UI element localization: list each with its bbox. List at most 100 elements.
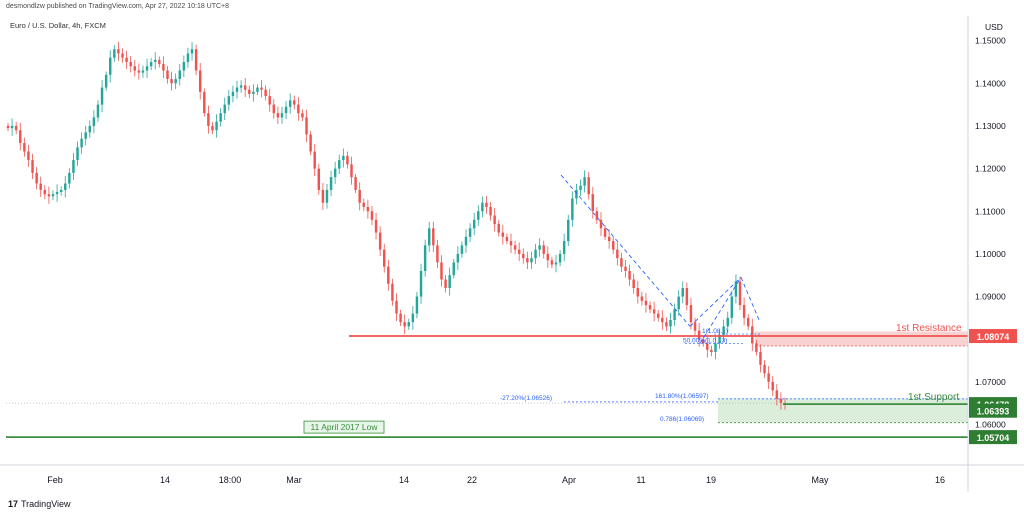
candle-body (313, 151, 316, 169)
candle-body (133, 66, 137, 71)
fib-label-1: 1(1.08...) (702, 328, 728, 335)
candle-body (76, 147, 79, 161)
candle-body (522, 253, 525, 259)
april-low-price-badge-bg (969, 430, 1017, 445)
candle-body (125, 57, 128, 62)
y-tick-label: 1.09000 (975, 292, 1006, 302)
candle-body (513, 245, 517, 250)
candle-body (763, 364, 766, 374)
x-tick-label: Mar (286, 475, 302, 485)
candle-body (342, 155, 345, 161)
candle-body (493, 215, 496, 225)
candle-body (346, 155, 349, 165)
candle-body (444, 279, 447, 289)
candle-body (640, 296, 644, 301)
candle-body (190, 49, 194, 54)
support2-price-badge: 1.06393 (977, 407, 1010, 417)
candle-body (587, 177, 590, 195)
candle-body (59, 189, 63, 193)
fib-label-0786: 0.786(1.06069) (660, 416, 704, 423)
x-tick-label: 11 (636, 475, 645, 485)
candle-body (468, 228, 472, 237)
candle-body (591, 194, 595, 212)
y-tick-label: 1.12000 (975, 164, 1006, 174)
candle-body (215, 121, 218, 131)
candle-body (121, 53, 124, 58)
candle-body (178, 70, 181, 80)
april-low-label: 11 April 2017 Low (311, 422, 379, 432)
candle-body (403, 322, 406, 327)
fib-label-161: 161.80%(1.06597) (655, 393, 709, 400)
candle-body (137, 70, 141, 73)
support2-price-badge-bg (969, 403, 1017, 418)
candle-body (194, 49, 198, 71)
candle-body (673, 309, 676, 320)
tradingview-mark-icon: 17 (8, 499, 19, 509)
x-tick-label: 16 (935, 475, 945, 485)
candle-body (100, 87, 104, 105)
pattern-leg-rise (699, 277, 742, 344)
candle-body (775, 390, 779, 399)
candle-body (374, 219, 378, 233)
x-tick-label: 19 (706, 475, 716, 485)
candle-body (669, 320, 672, 327)
candle-body (68, 172, 71, 184)
candle-body (771, 381, 774, 391)
candle-body (714, 343, 717, 352)
footer: 17 TradingView (0, 492, 1024, 514)
candle-body (309, 134, 312, 152)
candle-body (293, 100, 296, 105)
candle-body (706, 343, 709, 350)
candle-body (174, 79, 177, 84)
candle-body (730, 296, 734, 318)
candle-body (23, 143, 26, 152)
candle-body (64, 183, 67, 190)
candle-body (280, 113, 284, 118)
candle-body (329, 177, 333, 190)
candle-body (751, 326, 754, 344)
tradingview-logo[interactable]: 17 TradingView (8, 499, 71, 509)
candle-body (43, 189, 47, 195)
y-tick-label: 1.15000 (975, 36, 1006, 46)
candle-body (391, 283, 394, 301)
candle-body (182, 61, 186, 71)
candle-body (354, 177, 357, 190)
x-tick-label: 18:00 (219, 475, 242, 485)
candle-body (387, 266, 390, 284)
candle-body (162, 64, 165, 71)
candle-body (383, 249, 386, 267)
candle-body (252, 91, 255, 94)
candle-body (239, 85, 243, 88)
candle-body (742, 305, 746, 318)
candle-body (362, 202, 366, 207)
x-tick-label: Feb (47, 475, 63, 485)
candle-body (595, 211, 599, 220)
candle-body (534, 249, 537, 259)
candle-body (72, 160, 75, 173)
candle-body (141, 70, 145, 73)
price-chart[interactable]: -27.20%(1.06526) 161.80%(1.06597) 0.786(1.… (0, 0, 1024, 492)
candle-body (423, 245, 427, 271)
candle-body (603, 228, 607, 237)
x-tick-label: May (811, 475, 829, 485)
support-label: 1st Support (908, 392, 959, 403)
fib-label-50: 50.00%(1.0...3) (683, 337, 727, 344)
candle-body (746, 317, 750, 327)
candle-body (710, 349, 713, 352)
candle-body (722, 326, 725, 335)
candles-layer (6, 41, 787, 410)
candle-body (31, 160, 34, 173)
candle-body (526, 258, 529, 263)
candle-body (652, 309, 656, 314)
candle-body (509, 241, 513, 246)
candle-body (599, 219, 603, 229)
pattern-leg-down (740, 277, 761, 323)
candle-body (562, 241, 566, 254)
candle-body (575, 189, 578, 199)
y-tick-label: 1.14000 (975, 78, 1006, 88)
candle-body (276, 113, 280, 118)
candle-body (419, 270, 423, 297)
candle-body (497, 224, 500, 233)
candle-body (149, 61, 153, 67)
